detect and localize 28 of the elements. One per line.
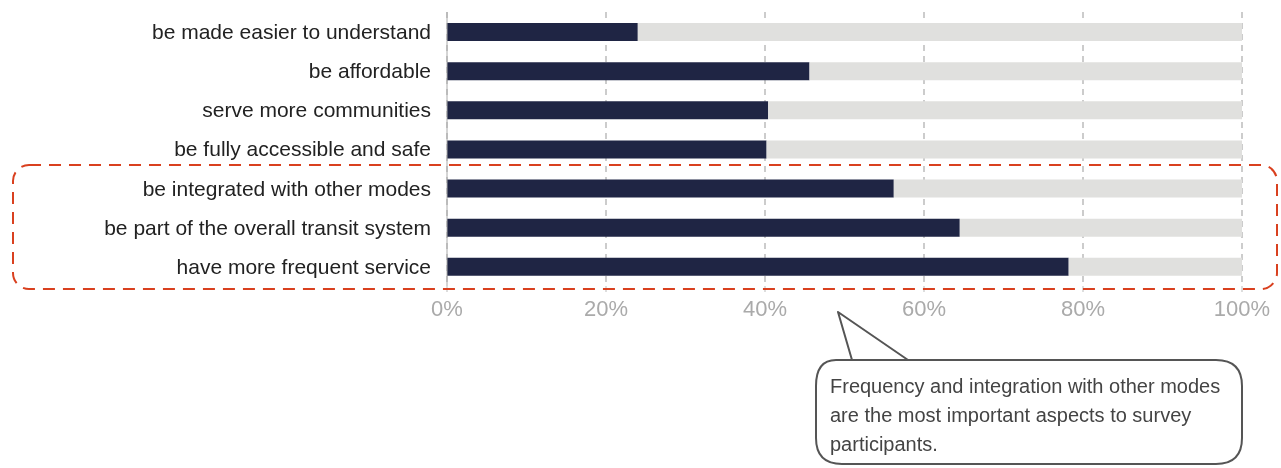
y-tick-label: have more frequent service [176,254,431,278]
bar [1068,257,1242,276]
bar [447,140,767,159]
y-tick-label: be fully accessible and safe [174,137,431,161]
y-tick-label: be part of the overall transit system [104,215,431,239]
x-tick-label: 20% [583,295,629,321]
bar [447,101,769,120]
bar [447,179,894,198]
bar [893,179,1242,198]
y-tick-label: be affordable [308,59,431,83]
bar [959,218,1242,237]
x-tick-label: 0% [431,295,463,321]
bar [447,62,810,81]
bar [447,218,960,237]
bar [637,23,1242,41]
x-tick-label: 60% [901,295,947,321]
bar [809,62,1242,81]
bar [447,23,638,41]
text: Frequency and integration with other modes are the most important aspects to survey participants. [830,374,1222,457]
bar [766,140,1242,159]
y-tick-label: serve more communities [202,98,431,122]
bar [768,101,1242,120]
y-tick-label: be made easier to understand [151,20,431,44]
bar [447,257,1069,276]
x-tick-label: 80% [1060,295,1106,321]
x-tick-label: 100% [1213,295,1271,321]
x-tick-label: 40% [742,295,788,321]
y-tick-label: be integrated with other modes [142,176,431,200]
